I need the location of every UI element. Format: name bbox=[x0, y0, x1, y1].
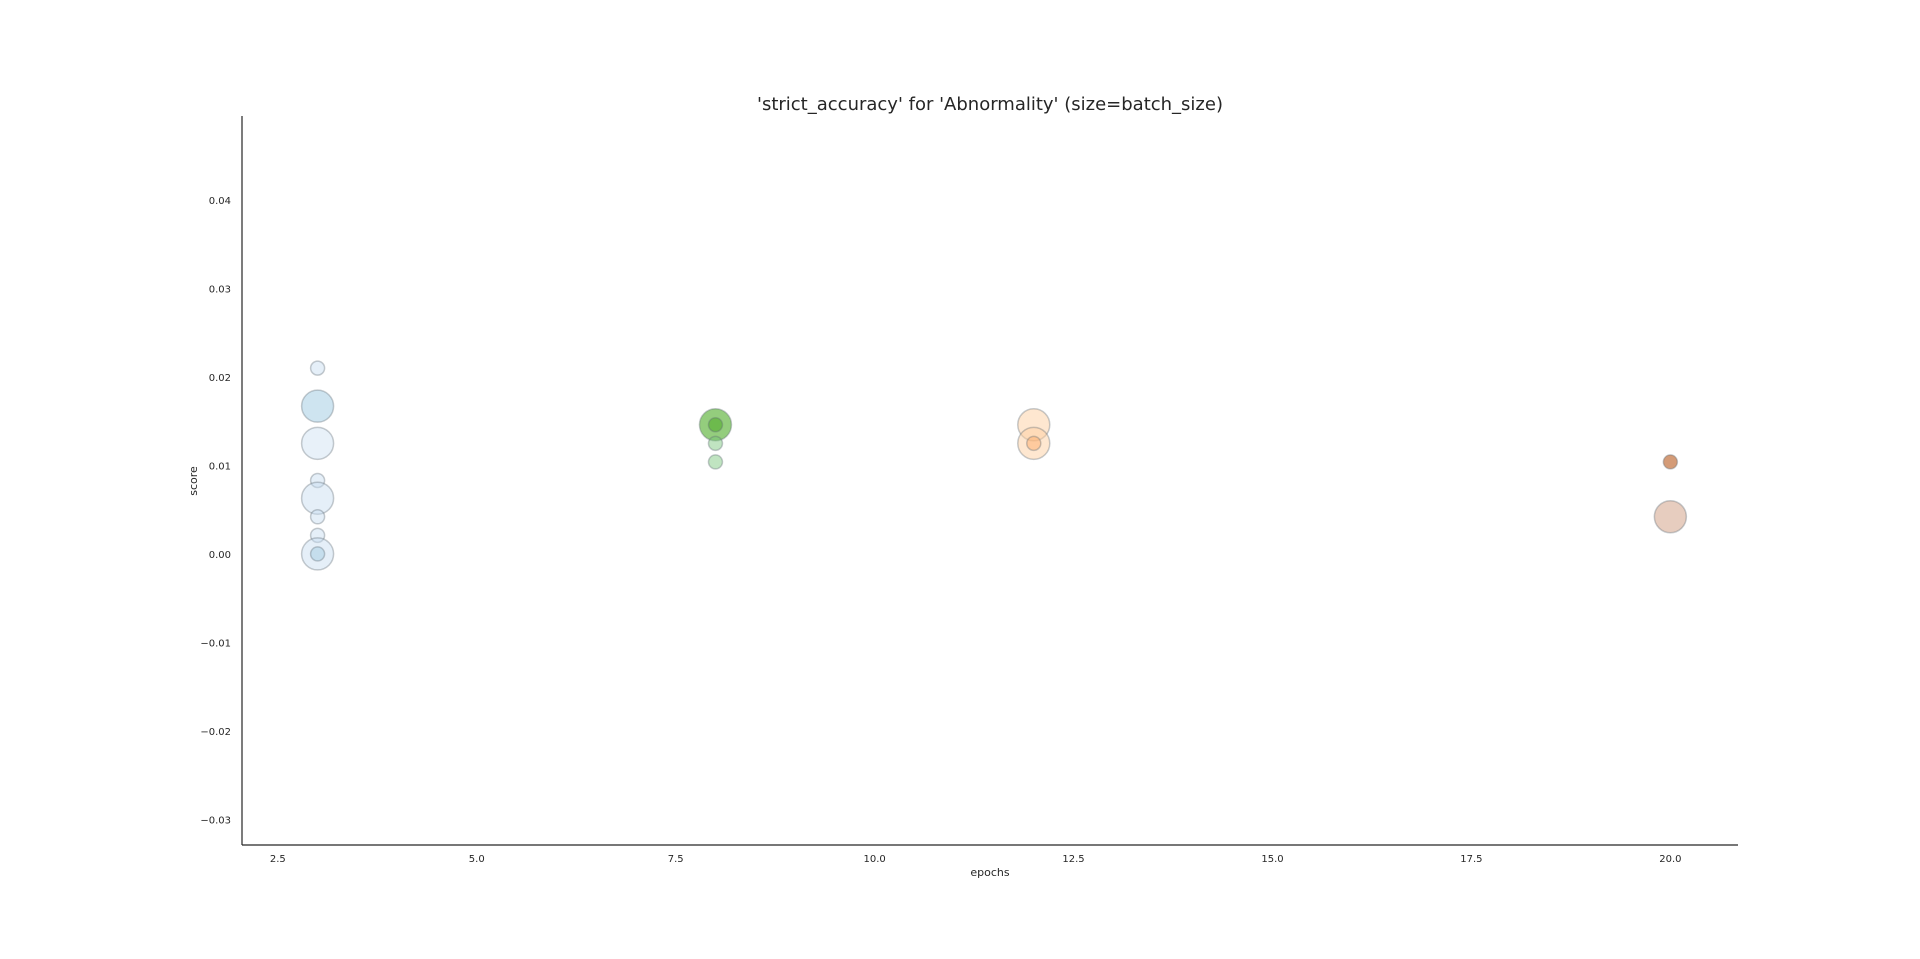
data-point bbox=[300, 481, 335, 515]
data-point bbox=[707, 454, 724, 470]
y-tick-label: −0.03 bbox=[200, 815, 231, 826]
data-point bbox=[309, 472, 326, 489]
data-point bbox=[309, 360, 326, 376]
data-point bbox=[300, 537, 335, 571]
data-point bbox=[1653, 500, 1688, 534]
chart-title: 'strict_accuracy' for 'Abnormality' (siz… bbox=[757, 94, 1223, 115]
data-point bbox=[707, 435, 724, 452]
data-point bbox=[300, 426, 335, 461]
x-tick-label: 12.5 bbox=[1062, 854, 1084, 865]
y-axis-label: score bbox=[187, 466, 200, 496]
points-layer bbox=[300, 360, 1688, 571]
x-tick-label: 20.0 bbox=[1659, 854, 1681, 865]
data-point bbox=[707, 417, 724, 433]
x-tick-label: 5.0 bbox=[469, 854, 485, 865]
y-tick-label: 0.04 bbox=[209, 196, 231, 207]
y-tick-labels: 0.04 0.03 0.02 0.01 0.00 −0.01 −0.02 −0.03 bbox=[200, 196, 231, 826]
data-point bbox=[300, 389, 335, 423]
x-tick-label: 17.5 bbox=[1460, 854, 1482, 865]
x-tick-labels: 2.5 5.0 7.5 10.0 12.5 15.0 17.5 20.0 bbox=[270, 854, 1682, 865]
x-tick-label: 15.0 bbox=[1261, 854, 1283, 865]
x-tick-label: 2.5 bbox=[270, 854, 286, 865]
y-tick-label: −0.02 bbox=[200, 727, 231, 738]
y-tick-label: 0.00 bbox=[209, 550, 231, 561]
x-tick-label: 7.5 bbox=[668, 854, 684, 865]
data-point bbox=[309, 546, 326, 562]
x-tick-label: 10.0 bbox=[863, 854, 885, 865]
y-tick-label: 0.01 bbox=[209, 461, 231, 472]
data-point bbox=[309, 527, 326, 544]
data-point bbox=[1662, 454, 1679, 470]
y-tick-label: −0.01 bbox=[200, 638, 231, 649]
x-axis-label: epochs bbox=[970, 866, 1009, 879]
y-tick-label: 0.02 bbox=[209, 373, 231, 384]
data-point bbox=[1026, 435, 1042, 452]
y-tick-label: 0.03 bbox=[209, 285, 231, 296]
data-point bbox=[309, 509, 326, 525]
